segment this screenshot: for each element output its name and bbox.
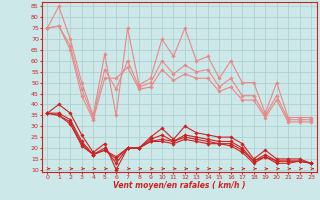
X-axis label: Vent moyen/en rafales ( km/h ): Vent moyen/en rafales ( km/h )	[113, 181, 245, 190]
